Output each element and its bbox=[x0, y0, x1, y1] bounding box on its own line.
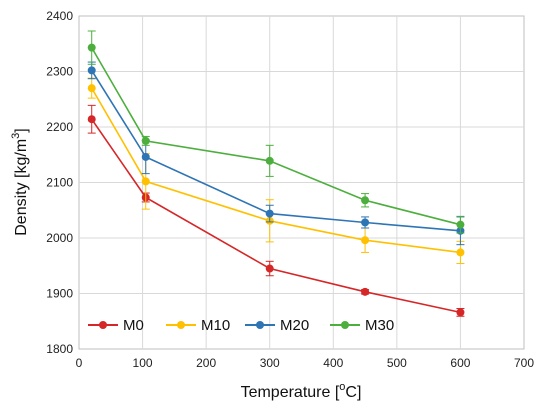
legend-label: M0 bbox=[123, 317, 144, 334]
y-axis-title: Density [kg/m3] bbox=[10, 128, 30, 236]
data-point bbox=[87, 66, 96, 75]
x-tick-label: 400 bbox=[323, 356, 343, 370]
data-point bbox=[456, 308, 465, 317]
x-axis-title: Temperature [oC] bbox=[241, 381, 362, 401]
data-point bbox=[456, 220, 465, 229]
x-tick-label: 300 bbox=[260, 356, 280, 370]
y-tick-label: 1900 bbox=[46, 287, 73, 301]
x-tick-label: 0 bbox=[76, 356, 83, 370]
y-tick-label: 2000 bbox=[46, 231, 73, 245]
legend-item-m10: M10 bbox=[166, 317, 230, 334]
series-m30 bbox=[87, 30, 465, 234]
legend-label: M30 bbox=[365, 317, 394, 334]
y-tick-label: 2300 bbox=[46, 65, 73, 79]
x-tick-label: 100 bbox=[133, 356, 153, 370]
data-point bbox=[361, 196, 370, 205]
legend-item-m20: M20 bbox=[245, 317, 309, 334]
data-point bbox=[265, 156, 274, 165]
data-point bbox=[87, 43, 96, 52]
data-point bbox=[141, 177, 150, 186]
legend-item-m0: M0 bbox=[88, 317, 144, 334]
legend-marker bbox=[177, 321, 185, 329]
legend: M0 M10 M20 M30 bbox=[88, 317, 394, 334]
legend-label: M10 bbox=[201, 317, 230, 334]
y-tick-label: 1800 bbox=[46, 342, 73, 356]
data-point bbox=[87, 115, 96, 124]
data-point bbox=[456, 248, 465, 257]
legend-label: M20 bbox=[280, 317, 309, 334]
series-group bbox=[87, 30, 465, 317]
legend-marker bbox=[256, 321, 264, 329]
y-tick-label: 2400 bbox=[46, 9, 73, 23]
legend-marker bbox=[341, 321, 349, 329]
data-point bbox=[265, 209, 274, 218]
x-tick-label: 700 bbox=[514, 356, 534, 370]
legend-marker bbox=[99, 321, 107, 329]
x-tick-label: 600 bbox=[450, 356, 470, 370]
data-point bbox=[361, 218, 370, 227]
tick-labels: 1800 1900 2000 2100 2200 2300 2400 0 100 200 300 40… bbox=[46, 9, 534, 370]
data-point bbox=[141, 152, 150, 161]
y-tick-label: 2100 bbox=[46, 176, 73, 190]
data-point bbox=[87, 84, 96, 93]
grid-lines bbox=[79, 16, 524, 349]
data-point bbox=[141, 136, 150, 145]
y-tick-label: 2200 bbox=[46, 120, 73, 134]
x-tick-label: 200 bbox=[196, 356, 216, 370]
data-point bbox=[361, 236, 370, 245]
x-tick-label: 500 bbox=[387, 356, 407, 370]
data-point bbox=[361, 287, 370, 296]
legend-item-m30: M30 bbox=[330, 317, 394, 334]
data-point bbox=[265, 264, 274, 273]
